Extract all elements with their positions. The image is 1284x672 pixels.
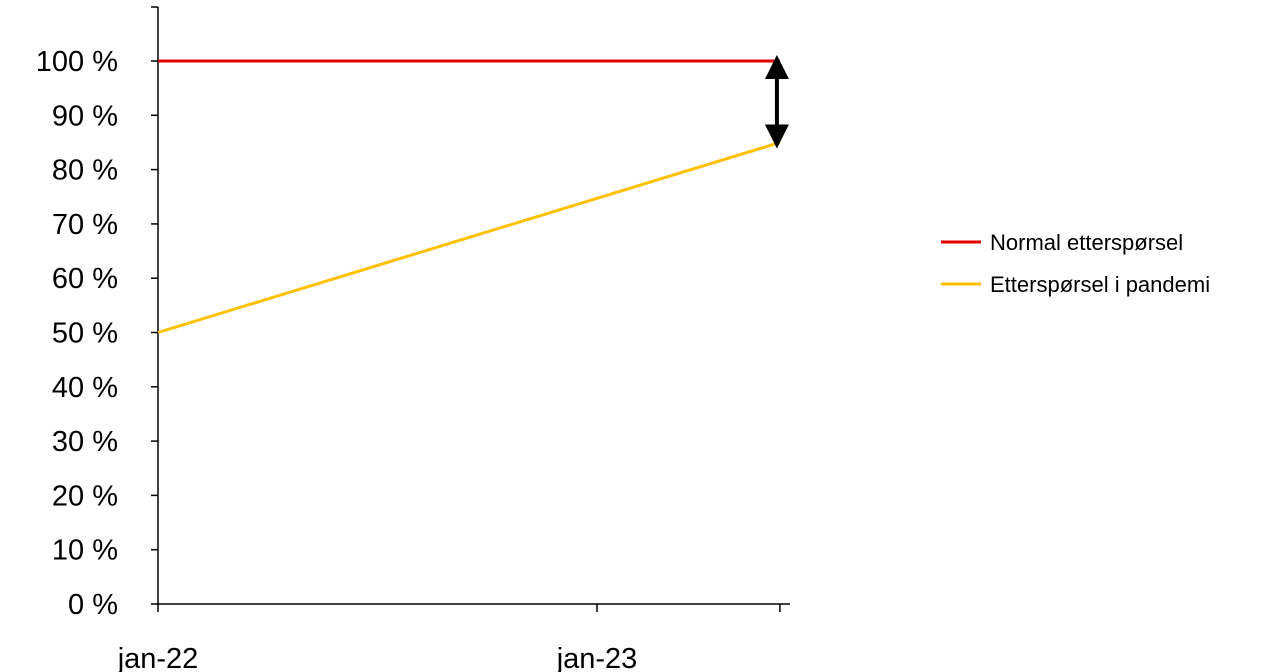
x-ticks: jan-22 jan-23 — [117, 604, 781, 672]
y-tick-label: 0 % — [68, 589, 118, 621]
series-lines — [157, 59, 781, 334]
y-ticks: 0 % 10 % 20 % 30 % 40 % 50 % 60 % 70 % 80 % 90 % 1… — [36, 6, 158, 621]
series-line-pandemic — [157, 141, 781, 334]
y-tick-label: 80 % — [52, 155, 118, 187]
x-tick-label: jan-23 — [556, 643, 638, 672]
legend-label: Etterspørsel i pandemi — [990, 272, 1210, 297]
y-tick-label: 30 % — [52, 426, 118, 458]
y-tick-label: 100 % — [36, 46, 118, 78]
y-tick-label: 90 % — [52, 100, 118, 132]
axes — [157, 7, 790, 605]
legend: Normal etterspørsel Etterspørsel i pandem… — [941, 230, 1210, 297]
y-tick-label: 10 % — [52, 535, 118, 567]
x-tick-label: jan-22 — [117, 643, 199, 672]
y-tick-label: 60 % — [52, 263, 118, 295]
y-tick-label: 50 % — [52, 318, 118, 350]
legend-label: Normal etterspørsel — [990, 230, 1183, 255]
y-tick-label: 70 % — [52, 209, 118, 241]
y-tick-label: 40 % — [52, 372, 118, 404]
y-tick-label: 20 % — [52, 480, 118, 512]
